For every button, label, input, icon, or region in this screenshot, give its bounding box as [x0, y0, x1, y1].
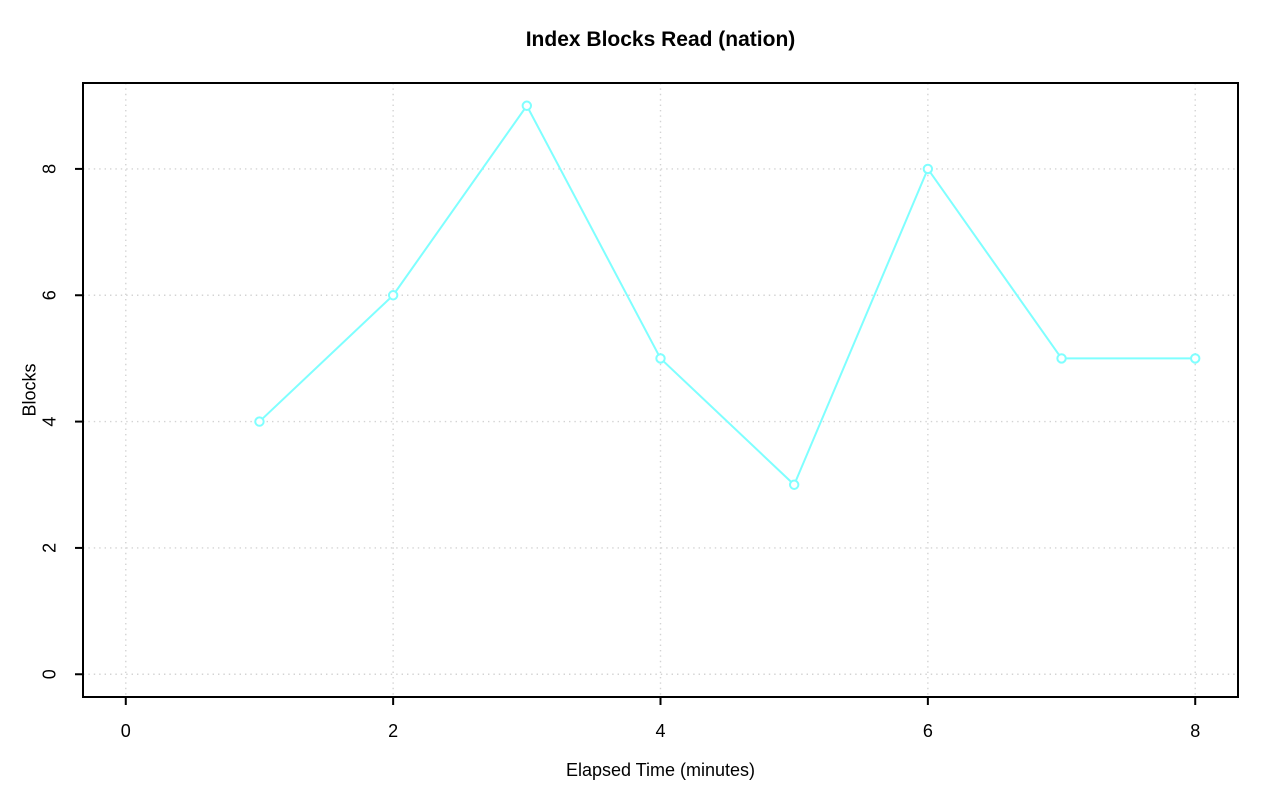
data-line	[258, 104, 1196, 486]
x-tick-label: 8	[1190, 721, 1200, 741]
data-point	[922, 163, 934, 175]
x-tick-label: 4	[655, 721, 665, 741]
data-point	[387, 290, 399, 301]
y-tick-label: 4	[40, 417, 60, 427]
y-tick-label: 6	[40, 290, 60, 300]
chart-title: Index Blocks Read (nation)	[525, 28, 796, 51]
data-point	[788, 479, 800, 490]
x-tick-label: 6	[923, 721, 933, 741]
data-point	[1056, 353, 1067, 364]
data-point	[655, 353, 666, 364]
x-tick-label: 0	[121, 721, 131, 741]
data-point	[254, 416, 265, 427]
data-point	[521, 100, 533, 111]
x-tick-label: 2	[388, 721, 398, 741]
y-tick-label: 0	[40, 669, 60, 679]
y-tick-label: 2	[40, 543, 60, 553]
data-point	[1190, 353, 1201, 364]
x-axis-label: Elapsed Time (minutes)	[565, 760, 756, 780]
y-tick-label: 8	[40, 164, 60, 174]
